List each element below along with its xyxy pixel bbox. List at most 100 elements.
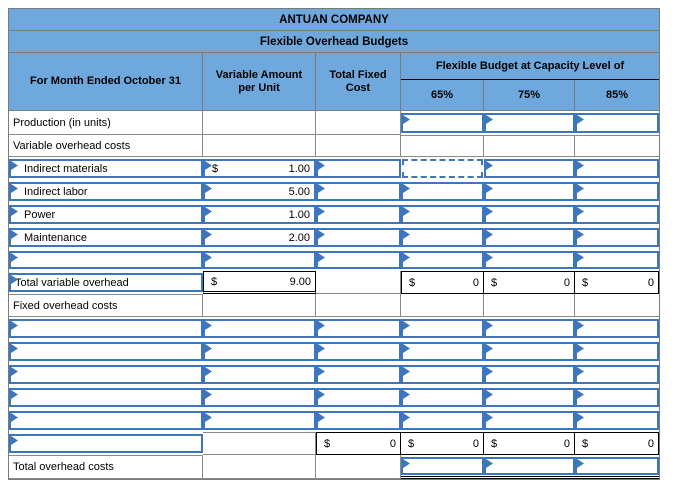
active-input-cell[interactable] [402,159,483,178]
table-row [9,317,659,340]
input-cell[interactable]: 2.00 [203,228,316,247]
table-row: Total overhead costs [9,455,659,479]
label-input-cell[interactable] [9,365,203,384]
label-input-cell[interactable]: Total variable overhead [9,273,203,292]
input-cell[interactable] [575,365,659,384]
input-cell[interactable] [401,457,484,475]
input-cell[interactable] [203,251,316,269]
input-cell[interactable] [484,228,575,247]
input-cell-wrap [575,317,659,340]
input-cell-wrap [316,317,401,340]
input-cell[interactable]: 1.00 [203,205,316,224]
input-cell[interactable] [484,342,575,361]
label-input-cell[interactable] [9,434,203,453]
input-cell[interactable] [401,205,484,224]
input-cell[interactable] [203,342,316,361]
input-cell[interactable] [575,319,659,338]
input-flag-icon [205,367,212,376]
input-cell[interactable] [316,388,401,407]
input-cell[interactable]: $1.00 [203,159,316,178]
input-cell[interactable] [484,251,575,269]
input-cell[interactable] [316,365,401,384]
input-cell[interactable] [484,159,575,178]
input-cell[interactable] [484,113,575,133]
label-input-cell[interactable]: Power [9,205,203,224]
input-cell[interactable] [203,411,316,430]
input-flag-icon [577,230,584,239]
input-cell[interactable] [401,182,484,201]
input-cell[interactable] [401,251,484,269]
row-label-cell: Production (in units) [9,111,203,135]
input-cell[interactable] [203,365,316,384]
input-cell[interactable] [316,251,401,269]
input-cell[interactable] [575,113,659,133]
capacity-85-header: 85% [605,88,629,101]
input-cell[interactable] [316,319,401,338]
input-cell[interactable] [401,228,484,247]
row-label: Total variable overhead [15,276,129,289]
label-input-cell[interactable] [9,319,203,338]
input-flag-icon [577,344,584,353]
label-input-cell[interactable]: Indirect labor [9,182,203,201]
label-input-cell[interactable] [9,411,203,430]
empty-cell [401,294,484,317]
label-input-cell[interactable] [9,251,203,269]
input-cell[interactable] [316,342,401,361]
input-cell[interactable] [401,319,484,338]
cell-value: 0 [563,437,570,450]
label-input-cell[interactable] [9,342,203,361]
input-cell-wrap [316,157,401,180]
input-cell[interactable] [401,365,484,384]
input-cell[interactable] [316,411,401,430]
input-cell[interactable] [575,342,659,361]
input-cell-wrap [575,386,659,409]
input-cell-wrap [316,226,401,249]
input-cell[interactable] [484,365,575,384]
input-cell[interactable] [575,251,659,269]
input-cell[interactable] [401,113,484,133]
input-cell[interactable] [401,342,484,361]
input-cell[interactable] [575,205,659,224]
input-cell[interactable] [484,411,575,430]
flexible-budget-table: ANTUAN COMPANY Flexible Overhead Budgets… [8,8,660,480]
input-cell-wrap [484,180,575,203]
input-cell[interactable] [484,388,575,407]
input-cell[interactable] [575,159,659,178]
input-flag-icon [486,344,493,353]
input-cell-wrap [484,409,575,432]
input-cell[interactable] [203,388,316,407]
cell-value: 1.00 [288,162,310,175]
row-label-cell: Total overhead costs [9,455,203,479]
currency-symbol: $ [582,276,589,289]
input-cell[interactable] [316,182,401,201]
input-cell-wrap [484,386,575,409]
input-cell[interactable] [401,411,484,430]
input-cell[interactable] [484,205,575,224]
input-cell[interactable] [316,205,401,224]
input-flag-icon [318,184,325,193]
input-cell-wrap [401,363,484,386]
empty-cell [575,135,659,157]
input-cell[interactable] [575,411,659,430]
input-flag-icon [205,230,212,239]
input-cell[interactable] [316,159,401,178]
input-cell[interactable] [484,319,575,338]
input-cell[interactable] [316,228,401,247]
label-input-cell[interactable]: Indirect materials [9,159,203,178]
label-input-cell[interactable] [9,388,203,407]
currency-symbol: $ [491,276,498,289]
empty-cell [316,271,401,294]
input-cell[interactable] [484,182,575,201]
label-input-cell[interactable]: Maintenance [9,228,203,247]
input-cell[interactable] [575,388,659,407]
input-cell[interactable] [575,182,659,201]
input-cell[interactable] [575,228,659,247]
input-flag-icon [205,161,212,170]
input-cell[interactable] [575,457,659,475]
empty-cell [575,294,659,317]
input-cell[interactable]: 5.00 [203,182,316,201]
cell-value: 2.00 [288,231,310,244]
input-cell[interactable] [484,457,575,475]
input-cell[interactable] [203,319,316,338]
input-cell[interactable] [401,388,484,407]
